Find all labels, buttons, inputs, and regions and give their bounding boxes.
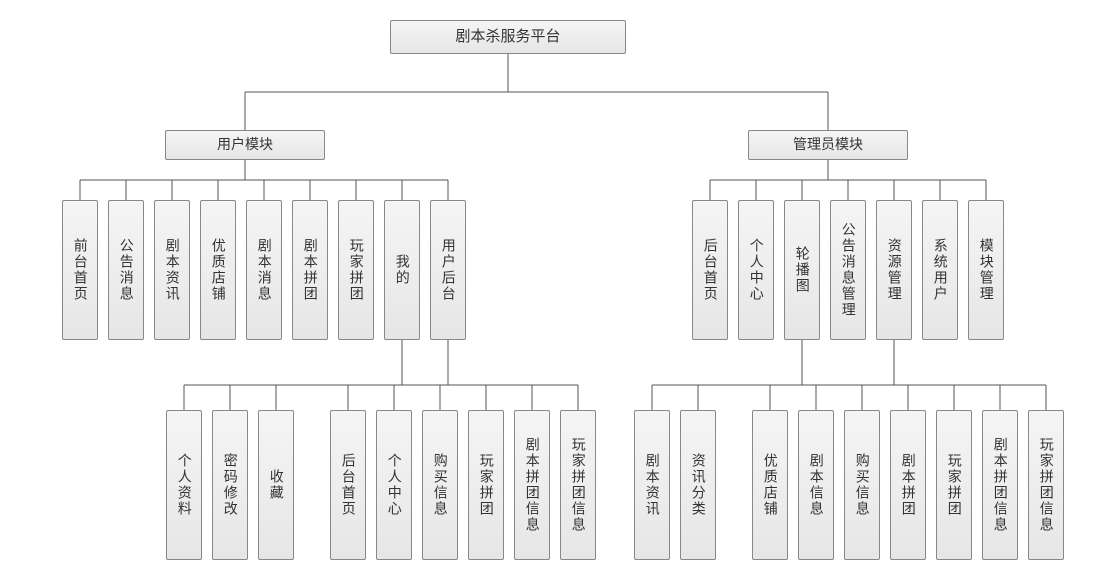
node-r3: 购买信息 (844, 410, 880, 560)
node-u1: 前台首页 (62, 200, 98, 340)
node-c1: 剧本资讯 (634, 410, 670, 560)
node-b5: 剧本拼团信息 (514, 410, 550, 560)
node-b2: 个人中心 (376, 410, 412, 560)
node-u4: 优质店铺 (200, 200, 236, 340)
node-a5: 资源管理 (876, 200, 912, 340)
node-a7: 模块管理 (968, 200, 1004, 340)
node-a2: 个人中心 (738, 200, 774, 340)
node-a3: 轮播图 (784, 200, 820, 340)
node-m1: 个人资料 (166, 410, 202, 560)
node-c2: 资讯分类 (680, 410, 716, 560)
node-u9: 用户后台 (430, 200, 466, 340)
node-b6: 玩家拼团信息 (560, 410, 596, 560)
node-m3: 收藏 (258, 410, 294, 560)
node-m2: 密码修改 (212, 410, 248, 560)
node-u3: 剧本资讯 (154, 200, 190, 340)
node-u7: 玩家拼团 (338, 200, 374, 340)
node-a1: 后台首页 (692, 200, 728, 340)
node-u8: 我的 (384, 200, 420, 340)
node-r2: 剧本信息 (798, 410, 834, 560)
node-r7: 玩家拼团信息 (1028, 410, 1064, 560)
node-r1: 优质店铺 (752, 410, 788, 560)
node-b1: 后台首页 (330, 410, 366, 560)
org-tree-diagram: 剧本杀服务平台用户模块管理员模块前台首页公告消息剧本资讯优质店铺剧本消息剧本拼团… (0, 0, 1111, 575)
node-u2: 公告消息 (108, 200, 144, 340)
node-u5: 剧本消息 (246, 200, 282, 340)
node-r5: 玩家拼团 (936, 410, 972, 560)
node-a6: 系统用户 (922, 200, 958, 340)
node-r6: 剧本拼团信息 (982, 410, 1018, 560)
node-user_mod: 用户模块 (165, 130, 325, 160)
node-u6: 剧本拼团 (292, 200, 328, 340)
node-admin_mod: 管理员模块 (748, 130, 908, 160)
node-root: 剧本杀服务平台 (390, 20, 626, 54)
node-b4: 玩家拼团 (468, 410, 504, 560)
node-a4: 公告消息管理 (830, 200, 866, 340)
node-b3: 购买信息 (422, 410, 458, 560)
node-r4: 剧本拼团 (890, 410, 926, 560)
